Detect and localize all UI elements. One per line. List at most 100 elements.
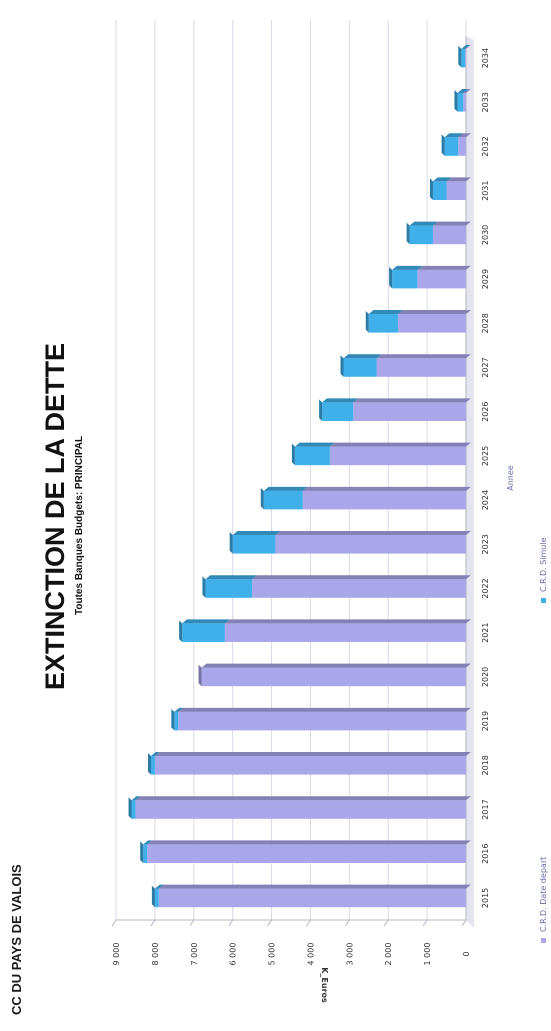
bar-top bbox=[432, 221, 471, 226]
bar-front bbox=[392, 269, 418, 289]
bar-front bbox=[329, 446, 466, 466]
category-label-2030: 2030 bbox=[481, 225, 490, 245]
category-label-2016: 2016 bbox=[481, 844, 490, 864]
bar-top bbox=[353, 398, 471, 403]
value-tick-label: 8 000 bbox=[151, 943, 160, 966]
bar-front bbox=[147, 844, 466, 863]
bar-top bbox=[174, 707, 184, 712]
bar-top bbox=[178, 707, 471, 712]
bar-2022-crd-simule bbox=[205, 575, 257, 598]
bar-end-cap bbox=[128, 797, 132, 819]
bar-top bbox=[465, 44, 471, 49]
bar-top bbox=[446, 177, 471, 182]
bar-top bbox=[417, 265, 471, 270]
bar-top bbox=[444, 133, 464, 138]
bar-2019-crd-simule bbox=[174, 707, 184, 731]
bar-top bbox=[463, 89, 471, 94]
bar-front bbox=[432, 181, 447, 200]
bar-front bbox=[182, 623, 225, 642]
bar-end-cap bbox=[148, 753, 151, 775]
bar-2018-crd-date-depart bbox=[154, 752, 471, 775]
category-label-2023: 2023 bbox=[481, 534, 490, 554]
value-tick-label: 4 000 bbox=[306, 943, 315, 966]
bar-front bbox=[224, 623, 466, 642]
bar-front bbox=[154, 888, 159, 908]
grid-depth-line bbox=[461, 919, 467, 927]
bar-end-cap bbox=[458, 45, 462, 68]
chart-grid bbox=[111, 20, 474, 928]
bar-top bbox=[224, 619, 471, 624]
bar-front bbox=[135, 800, 466, 819]
bar-top bbox=[135, 796, 471, 801]
bar-top bbox=[457, 89, 469, 94]
grid-depth-line bbox=[422, 919, 428, 927]
bar-2034-crd-date-depart bbox=[465, 44, 471, 68]
category-label-2029: 2029 bbox=[481, 269, 490, 289]
bar-top bbox=[154, 884, 164, 889]
bar-front bbox=[178, 711, 466, 731]
bar-front bbox=[343, 358, 377, 377]
bar-front bbox=[302, 490, 466, 510]
bar-2021-crd-simule bbox=[182, 619, 230, 642]
bar-2029-crd-date-depart bbox=[417, 265, 471, 289]
bar-front bbox=[252, 579, 466, 598]
bar-2023-crd-simule bbox=[232, 531, 281, 554]
category-label-2018: 2018 bbox=[481, 755, 490, 775]
bar-front bbox=[432, 225, 466, 245]
grid-depth-line bbox=[189, 919, 195, 927]
bar-2016-crd-date-depart bbox=[147, 840, 471, 863]
bar-top bbox=[263, 486, 308, 491]
chart-bars bbox=[128, 44, 471, 908]
bar-end-cap bbox=[140, 841, 144, 863]
category-label-2024: 2024 bbox=[481, 490, 490, 510]
bar-2033-crd-simule bbox=[457, 89, 469, 112]
bar-top bbox=[368, 310, 403, 315]
bar-front bbox=[131, 800, 136, 819]
bar-2027-crd-simule bbox=[343, 354, 382, 377]
bar-end-cap bbox=[389, 266, 393, 289]
category-label-2021: 2021 bbox=[481, 623, 490, 643]
bar-front bbox=[446, 181, 466, 200]
bar-top bbox=[461, 44, 471, 49]
bar-front bbox=[232, 535, 276, 554]
bar-top bbox=[409, 221, 438, 226]
value-tick-label: 9 000 bbox=[112, 943, 121, 966]
legend-label-crd-date-depart: C.R.D. Date depart bbox=[539, 857, 548, 932]
bar-top bbox=[392, 265, 423, 270]
bar-front bbox=[158, 888, 466, 908]
bar-2022-crd-date-depart bbox=[252, 575, 471, 598]
bar-top bbox=[143, 840, 152, 845]
bar-top bbox=[432, 177, 452, 182]
bar-2031-crd-simule bbox=[432, 177, 452, 200]
bar-end-cap bbox=[198, 664, 202, 687]
bar-2033-crd-date-depart bbox=[463, 89, 471, 112]
bar-top bbox=[131, 796, 141, 801]
bar-front bbox=[353, 402, 466, 421]
bar-end-cap bbox=[340, 355, 344, 377]
category-label-2031: 2031 bbox=[481, 181, 490, 201]
grid-depth-line bbox=[306, 919, 311, 927]
value-tick-label: 3 000 bbox=[345, 943, 354, 966]
bar-2031-crd-date-depart bbox=[446, 177, 471, 200]
bar-top bbox=[275, 531, 471, 536]
bar-front bbox=[205, 579, 253, 598]
bar-2016-crd-simule bbox=[143, 840, 152, 863]
category-label-2033: 2033 bbox=[481, 92, 490, 112]
category-label-2025: 2025 bbox=[481, 446, 490, 466]
value-tick-label: 1 000 bbox=[423, 943, 432, 966]
value-tick-label: 6 000 bbox=[229, 943, 238, 966]
bar-end-cap bbox=[291, 443, 295, 466]
grid-depth-line bbox=[228, 919, 234, 927]
value-tick-label: 7 000 bbox=[190, 943, 199, 966]
bar-end-cap bbox=[429, 178, 433, 200]
bar-end-cap bbox=[151, 885, 155, 908]
bar-front bbox=[458, 137, 466, 156]
bar-front bbox=[174, 711, 179, 731]
grid-depth-line bbox=[383, 919, 389, 927]
grid-depth-line bbox=[267, 919, 272, 927]
bar-end-cap bbox=[179, 620, 183, 642]
bar-top bbox=[147, 840, 471, 845]
value-tick-label: 2 000 bbox=[384, 943, 393, 966]
bar-top bbox=[154, 752, 471, 757]
grid-depth-line bbox=[111, 919, 117, 927]
